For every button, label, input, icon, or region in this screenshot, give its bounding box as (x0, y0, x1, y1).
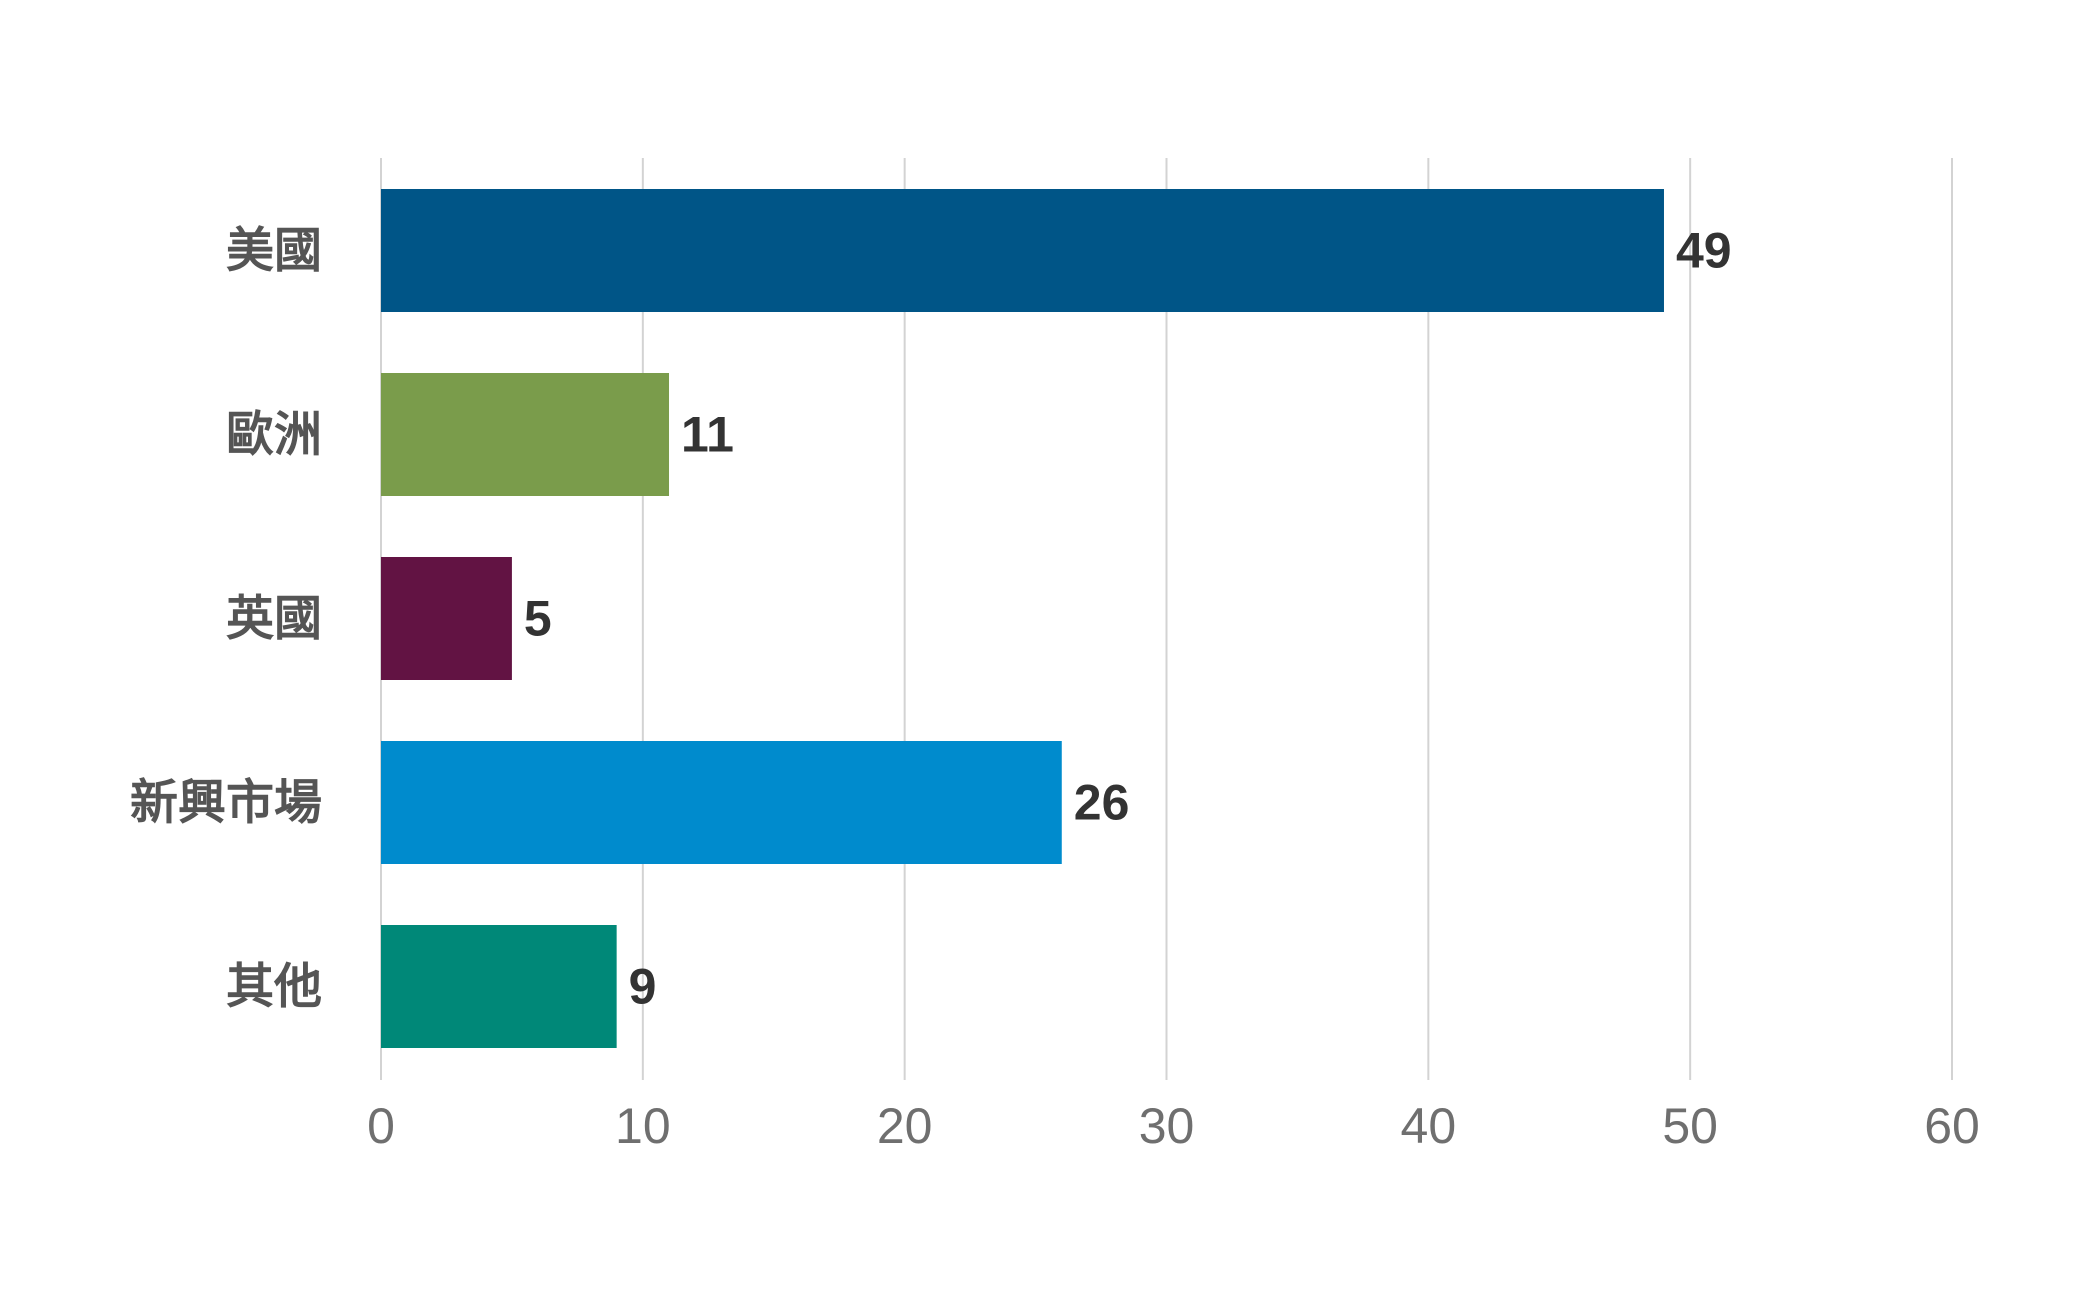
bar-0 (381, 189, 1664, 312)
x-tick-label-50: 50 (1662, 1098, 1718, 1154)
bar-4 (381, 925, 617, 1048)
value-label-4: 9 (629, 959, 657, 1015)
bars (381, 189, 1664, 1048)
x-tick-label-10: 10 (615, 1098, 671, 1154)
x-tick-label-30: 30 (1139, 1098, 1195, 1154)
bar-1 (381, 373, 670, 496)
value-label-1: 11 (681, 407, 734, 463)
value-label-2: 5 (524, 591, 552, 647)
bar-2 (381, 557, 512, 680)
category-label-4: 其他 (226, 959, 322, 1015)
category-label-1: 歐洲 (226, 407, 322, 463)
x-tick-label-20: 20 (877, 1098, 933, 1154)
value-label-3: 26 (1074, 775, 1130, 831)
value-labels: 49 11 5 26 9 (524, 223, 1732, 1015)
value-label-0: 49 (1676, 223, 1732, 279)
category-label-0: 美國 (226, 223, 322, 279)
x-tick-label-40: 40 (1401, 1098, 1457, 1154)
bar-3 (381, 741, 1062, 864)
x-axis-tick-labels: 0 10 20 30 40 50 60 (367, 1098, 1980, 1154)
x-tick-label-60: 60 (1924, 1098, 1980, 1154)
category-label-3: 新興市場 (130, 775, 322, 831)
category-label-2: 英國 (226, 591, 322, 647)
x-tick-label-0: 0 (367, 1098, 395, 1154)
